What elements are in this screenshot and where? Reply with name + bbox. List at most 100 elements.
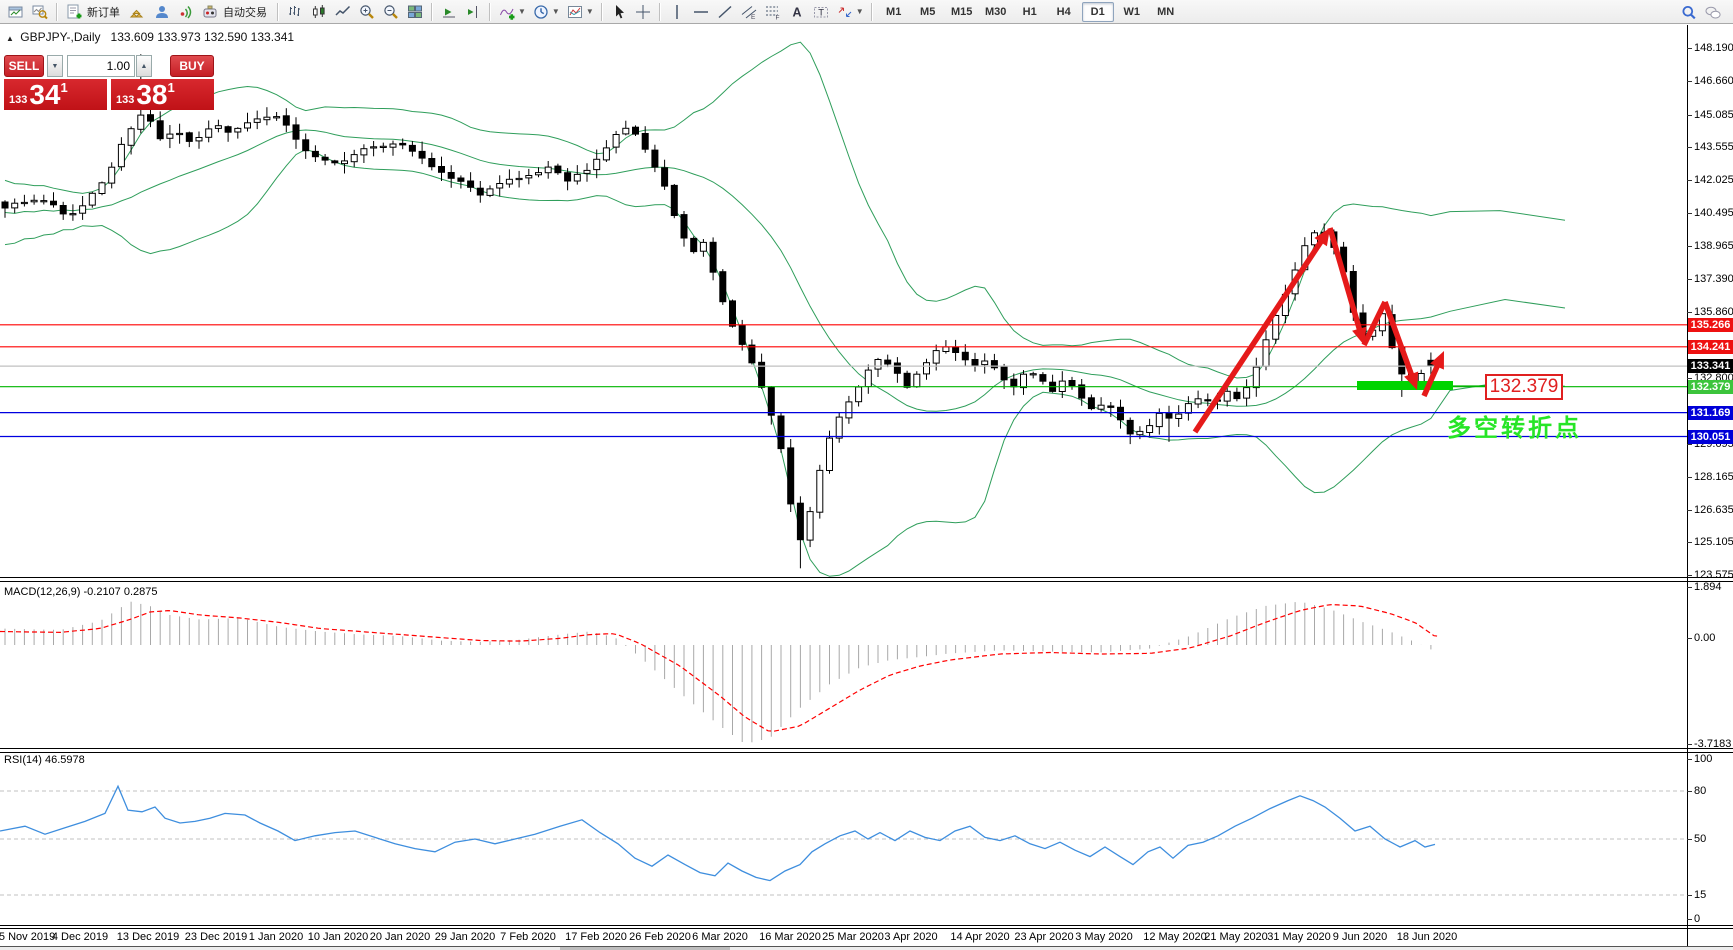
- timeframe-MN-button[interactable]: MN: [1157, 5, 1175, 18]
- scrollbar-thumb[interactable]: [560, 947, 730, 950]
- indicators-dropdown-caret[interactable]: ▼: [518, 7, 526, 16]
- metaeditor-button[interactable]: [126, 1, 150, 23]
- line-chart-mode-button[interactable]: [331, 1, 355, 23]
- volume-increase-button[interactable]: ▲: [136, 55, 152, 77]
- arrows-tool-icon: [838, 7, 852, 17]
- date-label: 25 Mar 2020: [822, 931, 884, 943]
- tile-windows-icon: [408, 5, 422, 18]
- price-tick: 148.190: [1694, 42, 1733, 54]
- new-order-icon: [67, 4, 82, 18]
- toolbar: 新订单 自动交易 ▼ ▼ ▼ E F A T ▼ M1 M5 M15 M30 H1 H4 D1 W1 MN: [0, 0, 1733, 24]
- price-tick: 125.105: [1694, 536, 1733, 548]
- cursor-button[interactable]: [607, 1, 631, 23]
- chart-shift-icon: [468, 5, 477, 18]
- periods-button[interactable]: [529, 1, 553, 23]
- toolbar-separator: [431, 2, 433, 21]
- timeframe-H1-button[interactable]: H1: [1022, 5, 1037, 18]
- timeframe-D1-button[interactable]: D1: [1081, 1, 1114, 22]
- zoom-out-icon: [384, 4, 398, 19]
- chart-title: ▲ GBPJPY-,Daily 133.609 133.973 132.590 …: [6, 30, 294, 44]
- bid-price-panel[interactable]: 133 34 1: [4, 79, 107, 110]
- date-label: 4 Dec 2019: [51, 931, 109, 943]
- equidistant-channel-button[interactable]: E: [737, 1, 761, 23]
- panel-separator[interactable]: [0, 577, 1733, 578]
- auto-trading-button[interactable]: [198, 1, 222, 23]
- bull-bear-turning-point-note[interactable]: 多空转折点: [1447, 415, 1582, 442]
- chat-button[interactable]: [1701, 2, 1725, 24]
- vertical-line-button[interactable]: [665, 1, 689, 23]
- timeframe-M5-button[interactable]: M5: [920, 5, 936, 18]
- svg-text:E: E: [751, 14, 756, 21]
- trendline-button[interactable]: [713, 1, 737, 23]
- timeframe-M30-button[interactable]: M30: [984, 5, 1007, 18]
- volume-decrease-button[interactable]: ▼: [47, 55, 63, 77]
- indicators-icon: [500, 8, 515, 20]
- text-button[interactable]: A: [785, 1, 809, 23]
- search-button[interactable]: [1677, 2, 1701, 24]
- date-label: 10 Jan 2020: [307, 931, 369, 943]
- market-depth-button[interactable]: [150, 1, 174, 23]
- chart-shift-button[interactable]: [461, 1, 485, 23]
- indicators-button[interactable]: [495, 1, 519, 23]
- profiles-icon: [32, 5, 48, 19]
- tile-windows-button[interactable]: [403, 1, 427, 23]
- main-price-panel: [0, 41, 1687, 577]
- svg-text:F: F: [775, 14, 779, 21]
- periods-dropdown-caret[interactable]: ▼: [551, 7, 560, 16]
- signals-button[interactable]: [174, 1, 198, 23]
- arrows-tool-dropdown-caret[interactable]: ▼: [855, 7, 864, 16]
- candle-chart-mode-button[interactable]: [307, 1, 331, 23]
- auto-scroll-icon: [443, 8, 455, 17]
- panel-separator[interactable]: [0, 925, 1733, 926]
- auto-scroll-button[interactable]: [437, 1, 461, 23]
- buy-button[interactable]: BUY: [170, 55, 214, 77]
- bar-chart-mode-button[interactable]: [283, 1, 307, 23]
- date-label: 12 May 2020: [1143, 931, 1207, 943]
- templates-icon: [567, 5, 582, 18]
- panel-separator[interactable]: [0, 581, 1733, 582]
- vertical-line-icon: [676, 4, 678, 19]
- templates-button[interactable]: [563, 1, 587, 23]
- price-badge-130.051: 130.051: [1688, 430, 1733, 444]
- collapse-triangle-icon[interactable]: ▲: [6, 34, 14, 43]
- horizontal-scrollbar[interactable]: [0, 946, 1733, 950]
- profiles-button[interactable]: [28, 1, 52, 23]
- timeframe-M15-button[interactable]: M15: [950, 5, 973, 18]
- panel-separator[interactable]: [0, 748, 1733, 749]
- arrows-tool-button[interactable]: [833, 1, 857, 23]
- volume-input[interactable]: [67, 55, 135, 77]
- date-label: 23 Apr 2020: [1014, 931, 1074, 943]
- new-chart-button[interactable]: [4, 1, 28, 23]
- price-tick: 126.635: [1694, 504, 1733, 516]
- zoom-in-button[interactable]: [355, 1, 379, 23]
- panel-separator[interactable]: [0, 752, 1733, 753]
- timeframe-H4-button[interactable]: H4: [1056, 5, 1071, 18]
- crosshair-button[interactable]: [631, 1, 655, 23]
- market-depth-icon: [156, 5, 168, 18]
- bid-pip-digit: 1: [60, 80, 68, 95]
- auto-trading-label[interactable]: 自动交易: [223, 6, 267, 19]
- support-zone-rect: [1357, 381, 1453, 390]
- new-order-button[interactable]: [62, 1, 86, 23]
- bid-prefix: 133: [9, 94, 28, 106]
- new-order-label[interactable]: 新订单: [87, 6, 120, 19]
- support-price-callout[interactable]: 132.379: [1485, 374, 1563, 400]
- timeframe-M1-button[interactable]: M1: [886, 5, 902, 18]
- horizontal-line-button[interactable]: [689, 1, 713, 23]
- bar-chart-mode-icon: [289, 5, 300, 16]
- metaeditor-icon: [129, 9, 144, 17]
- price-tick: 135.860: [1694, 306, 1733, 318]
- timeframe-W1-button[interactable]: W1: [1123, 5, 1140, 18]
- price-badge-133.341: 133.341: [1688, 359, 1733, 373]
- price-badge-135.266: 135.266: [1688, 318, 1733, 332]
- sell-button[interactable]: SELL: [4, 55, 44, 77]
- price-badge-132.379: 132.379: [1688, 380, 1733, 394]
- fibonacci-button[interactable]: F: [761, 1, 785, 23]
- ask-price-panel[interactable]: 133 38 1: [111, 79, 214, 110]
- toolbar-separator: [277, 2, 279, 21]
- templates-dropdown-caret[interactable]: ▼: [585, 7, 594, 16]
- zoom-out-button[interactable]: [379, 1, 403, 23]
- text-label-button[interactable]: T: [809, 1, 833, 23]
- panel-separator[interactable]: [0, 928, 1733, 929]
